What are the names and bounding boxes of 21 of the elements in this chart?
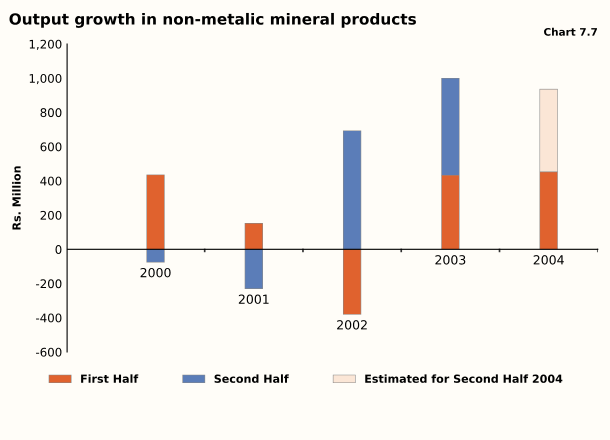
x-tick-label: 2003 xyxy=(435,255,466,265)
y-tick-label: -200 xyxy=(36,279,62,288)
legend-label: Second Half xyxy=(214,374,289,383)
x-tick-label: 2004 xyxy=(534,255,564,265)
y-axis-title: Rs. Million xyxy=(12,166,21,230)
y-tick-label: 1,000 xyxy=(30,74,62,84)
y-tick-label: 1,200 xyxy=(30,40,62,50)
x-tick-label: 2001 xyxy=(238,294,269,304)
y-tick-label: 400 xyxy=(40,176,62,186)
y-tick-label: 600 xyxy=(40,142,62,152)
y-tick-label: -400 xyxy=(36,314,62,322)
legend-label: Estimated for Second Half 2004 xyxy=(365,374,562,383)
y-tick-label: 200 xyxy=(40,210,62,220)
y-tick-label: 0 xyxy=(56,245,62,254)
x-tick-label: 2002 xyxy=(337,320,367,330)
chart-title: Output growth in non-metalic mineral products xyxy=(9,12,416,28)
y-tick-label: -600 xyxy=(36,348,62,357)
x-tick-label: 2000 xyxy=(140,268,171,278)
legend-label: First Half xyxy=(81,374,138,383)
y-tick-label: 800 xyxy=(40,108,62,118)
caption: Chart 7.7 xyxy=(544,28,597,36)
